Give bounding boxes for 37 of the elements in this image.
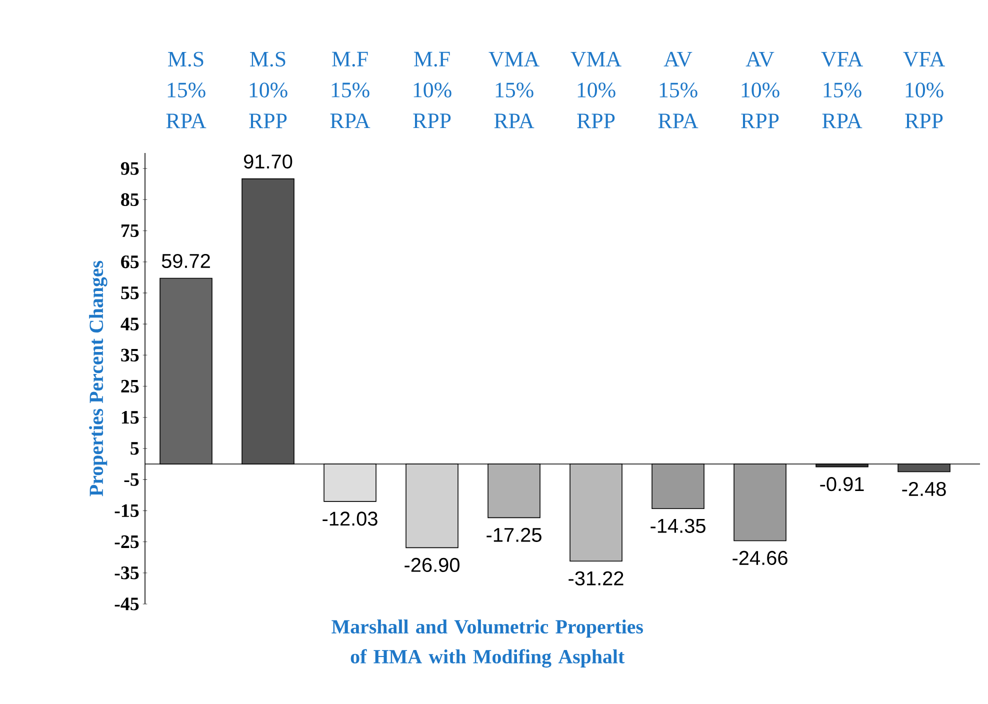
x-tick-label: AV 15% RPA	[658, 52, 698, 128]
y-tick-label: 55	[121, 286, 139, 300]
y-tick-label: -35	[114, 566, 139, 580]
y-tick-label: 65	[121, 255, 139, 268]
data-label: -31.22	[568, 571, 624, 586]
data-label: -17.25	[486, 528, 542, 542]
data-label: 91.70	[244, 154, 292, 169]
y-tick-label: -45	[114, 598, 139, 610]
x-tick-label: VMA 10% RPP	[570, 52, 622, 128]
y-tick-label: -15	[114, 504, 139, 518]
y-tick-label: 15	[122, 411, 139, 424]
y-axis-title: Properties Percent Changes	[89, 260, 108, 496]
x-tick-label: VFA 15% RPA	[821, 52, 863, 128]
y-tick-label: 85	[121, 193, 139, 206]
x-tick-label: AV 10% RPP	[741, 52, 780, 128]
data-label: -14.35	[650, 518, 706, 533]
y-tick-label: 5	[130, 442, 139, 455]
y-tick-label: 75	[122, 224, 139, 238]
data-label: -0.91	[820, 477, 864, 492]
x-tick-label: M.S 15% RPA	[166, 52, 206, 128]
y-tick-label: 95	[120, 162, 139, 175]
x-tick-label: M.F 10% RPP	[413, 52, 452, 128]
data-label: 59.72	[162, 254, 210, 268]
y-tick-label: -5	[124, 473, 139, 486]
x-tick-label: M.F 15% RPA	[330, 52, 370, 128]
x-tick-label: VMA 15% RPA	[488, 52, 540, 128]
data-label: -12.03	[322, 512, 378, 526]
x-tick-label: VFA 10% RPP	[903, 52, 945, 128]
y-tick-label: -25	[114, 535, 139, 548]
y-tick-label: 35	[121, 348, 139, 362]
data-label: -26.90	[404, 558, 460, 572]
y-tick-label: 25	[121, 380, 139, 393]
data-label: -2.48	[902, 482, 946, 496]
x-tick-label: M.S 10% RPP	[249, 52, 288, 128]
x-axis-title: Marshall and Volumetric Properties of HMA with Modifing Asphalt	[332, 620, 643, 668]
data-label: -24.66	[732, 550, 788, 566]
y-tick-label: 45	[120, 318, 139, 330]
